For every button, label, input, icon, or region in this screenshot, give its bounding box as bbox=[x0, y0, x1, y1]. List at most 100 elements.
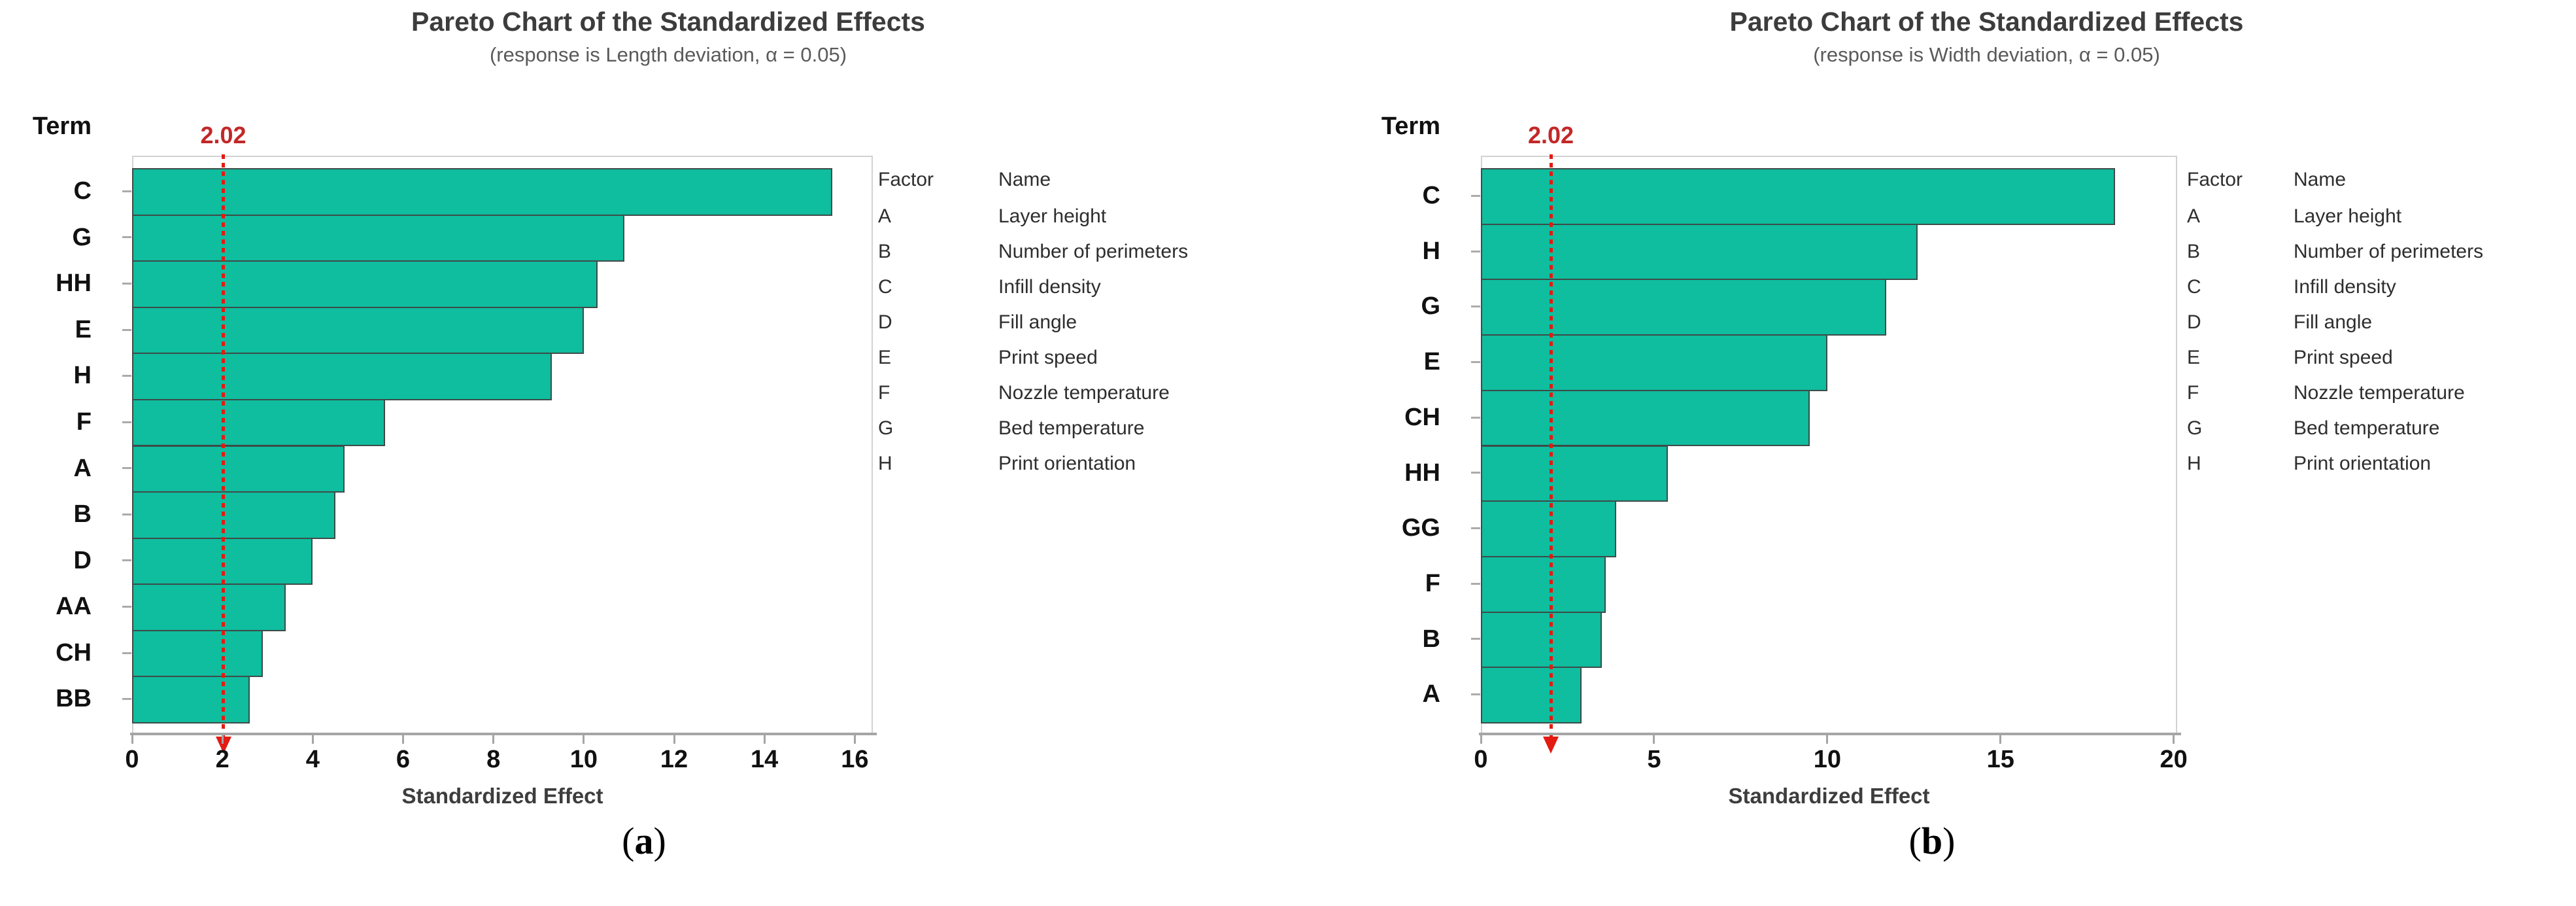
chart-title: Pareto Chart of the Standardized Effects bbox=[411, 7, 925, 37]
x-tick-label: 14 bbox=[751, 746, 779, 773]
legend-name: Layer height bbox=[2294, 205, 2402, 227]
x-tick bbox=[853, 735, 856, 744]
bar-B bbox=[1481, 611, 1602, 669]
term-label-C: C bbox=[73, 177, 92, 205]
term-label-H: H bbox=[1422, 237, 1440, 265]
legend-factor: A bbox=[878, 205, 892, 227]
term-label-F: F bbox=[1425, 569, 1440, 597]
legend-factor: C bbox=[2187, 276, 2201, 298]
x-tick-label: 4 bbox=[305, 746, 320, 773]
bar-AA bbox=[132, 584, 286, 631]
term-label-B: B bbox=[1422, 625, 1440, 653]
y-tick bbox=[122, 421, 131, 423]
x-tick-label: 16 bbox=[841, 746, 869, 773]
x-axis-line bbox=[1479, 733, 2181, 735]
chart-subtitle: (response is Length deviation, α = 0.05) bbox=[489, 43, 847, 66]
x-tick-label: 2 bbox=[215, 746, 229, 773]
term-label-HH: HH bbox=[1404, 459, 1440, 487]
y-tick bbox=[1471, 305, 1480, 308]
term-label-E: E bbox=[1423, 348, 1440, 376]
x-tick-label: 0 bbox=[125, 746, 139, 773]
legend-name: Layer height bbox=[998, 205, 1107, 227]
x-tick-label: 8 bbox=[486, 746, 501, 773]
y-tick bbox=[122, 698, 131, 701]
x-tick bbox=[673, 735, 675, 744]
x-tick-label: 15 bbox=[1986, 746, 2014, 773]
legend-name: Fill angle bbox=[2294, 311, 2373, 333]
bar-A bbox=[132, 445, 345, 493]
legend-factor: F bbox=[2187, 382, 2199, 404]
bar-E bbox=[132, 306, 584, 355]
reference-value-label: 2.02 bbox=[200, 122, 246, 148]
bar-F bbox=[132, 398, 385, 447]
caption-paren-open: ( bbox=[1908, 820, 1922, 862]
bar-HH bbox=[132, 260, 598, 308]
x-tick-label: 0 bbox=[1474, 746, 1488, 773]
caption-letter: b bbox=[1921, 820, 1943, 862]
term-label-CH: CH bbox=[1404, 403, 1440, 431]
term-label-BB: BB bbox=[56, 685, 92, 713]
bar-GG bbox=[1481, 500, 1616, 557]
term-label-H: H bbox=[73, 362, 92, 390]
legend-factor: A bbox=[2187, 205, 2201, 227]
term-label-G: G bbox=[72, 223, 92, 251]
bar-F bbox=[1481, 555, 1606, 613]
x-tick bbox=[221, 735, 224, 744]
term-label-D: D bbox=[73, 546, 92, 574]
legend-factor: F bbox=[878, 382, 890, 404]
legend-name: Print orientation bbox=[2294, 453, 2432, 474]
term-label-B: B bbox=[73, 500, 92, 529]
caption-paren-open: ( bbox=[622, 820, 635, 862]
pareto-chart-panel-b: Pareto Chart of the Standardized Effects… bbox=[1288, 0, 2576, 906]
bar-CH bbox=[132, 629, 263, 678]
legend-name: Print speed bbox=[998, 347, 1098, 368]
bar-H bbox=[132, 353, 552, 400]
x-tick bbox=[1480, 735, 1482, 744]
x-tick bbox=[2173, 735, 2175, 744]
y-tick bbox=[122, 652, 131, 654]
y-tick bbox=[1471, 250, 1480, 253]
y-tick bbox=[1471, 360, 1480, 363]
bar-E bbox=[1481, 334, 1827, 391]
y-tick bbox=[1471, 638, 1480, 640]
legend-name: Number of perimeters bbox=[998, 241, 1189, 262]
legend-factor: B bbox=[878, 241, 892, 262]
x-tick bbox=[1999, 735, 2002, 744]
y-tick bbox=[122, 375, 131, 377]
legend-factor: E bbox=[878, 347, 892, 368]
y-tick bbox=[122, 282, 131, 285]
x-axis-line bbox=[130, 733, 877, 735]
y-tick bbox=[122, 559, 131, 562]
legend-name: Number of perimeters bbox=[2294, 241, 2484, 262]
y-tick bbox=[122, 236, 131, 239]
x-tick bbox=[1653, 735, 1655, 744]
y-tick bbox=[1471, 472, 1480, 474]
y-tick bbox=[122, 606, 131, 608]
legend-name: Print speed bbox=[2294, 347, 2393, 368]
term-label-F: F bbox=[76, 408, 92, 436]
term-label-A: A bbox=[1422, 680, 1440, 708]
bar-HH bbox=[1481, 445, 1669, 502]
x-axis-label: Standardized Effect bbox=[401, 784, 603, 808]
legend-factor-header: Factor bbox=[878, 169, 934, 190]
term-label-C: C bbox=[1422, 182, 1440, 209]
chart-title: Pareto Chart of the Standardized Effects bbox=[1729, 7, 2244, 37]
pareto-chart-panel-a: Pareto Chart of the Standardized Effects… bbox=[33, 7, 1189, 862]
bar-BB bbox=[132, 676, 250, 723]
bar-C bbox=[132, 168, 832, 216]
reference-arrow-icon bbox=[1543, 737, 1559, 754]
legend-factor: H bbox=[2187, 453, 2201, 474]
legend-name: Infill density bbox=[2294, 276, 2396, 298]
legend-factor: C bbox=[878, 276, 892, 298]
x-axis-label: Standardized Effect bbox=[1728, 784, 1930, 808]
legend-factor: D bbox=[2187, 311, 2201, 333]
y-tick bbox=[1471, 582, 1480, 585]
x-tick-label: 10 bbox=[1813, 746, 1841, 773]
legend-factor: G bbox=[2187, 417, 2203, 439]
term-label-G: G bbox=[1421, 292, 1440, 321]
y-tick bbox=[1471, 693, 1480, 696]
term-label-GG: GG bbox=[1401, 514, 1440, 542]
chart-subtitle: (response is Width deviation, α = 0.05) bbox=[1813, 43, 2160, 66]
caption-paren-close: ) bbox=[1942, 820, 1956, 862]
